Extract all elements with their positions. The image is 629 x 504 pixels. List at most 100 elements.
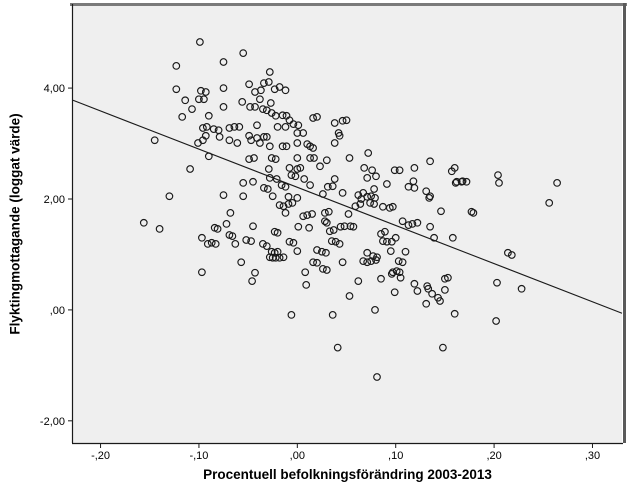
scatter-point <box>390 288 399 297</box>
scatter-point <box>331 237 340 246</box>
scatter-point <box>327 237 336 245</box>
scatter-point <box>271 253 280 262</box>
scatter-point <box>372 172 380 181</box>
scatter-point <box>335 131 344 140</box>
scatter-point <box>155 225 164 233</box>
scatter-point <box>272 175 281 183</box>
scatter-point <box>253 121 261 130</box>
scatter-point <box>377 230 385 238</box>
scatter-point <box>264 165 273 173</box>
scatter-point <box>293 247 302 255</box>
scatter-point <box>321 209 329 217</box>
y-axis-title: Flyktingmottagande (loggat värde) <box>7 113 23 335</box>
scatter-point <box>281 182 290 191</box>
scatter-point <box>436 297 444 305</box>
scatter-point <box>245 155 253 163</box>
scatter-point <box>257 86 265 95</box>
scatter-point <box>306 181 314 189</box>
scatter-point <box>344 210 353 218</box>
scatter-point <box>366 199 374 207</box>
scatter-point <box>452 177 461 186</box>
regression-line <box>72 99 623 314</box>
scatter-point <box>256 139 264 147</box>
y-tick-label: 2,00 <box>44 194 65 206</box>
scatter-point <box>200 95 208 104</box>
scatter-point <box>198 233 206 242</box>
scatter-point <box>275 253 284 262</box>
scatter-point <box>219 103 228 111</box>
scatter-point <box>279 253 288 262</box>
scatter-point <box>273 228 282 237</box>
scatter-point <box>321 217 329 226</box>
x-tick-label: -,10 <box>189 450 208 462</box>
scatter-point <box>345 292 354 300</box>
scatter-point <box>354 277 363 285</box>
scatter-point <box>287 311 296 319</box>
scatter-point <box>398 258 407 267</box>
scatter-point <box>379 237 387 245</box>
scatter-point <box>408 220 417 228</box>
scatter-point <box>233 139 242 147</box>
scatter-point <box>363 248 372 257</box>
scatter-point <box>267 154 276 162</box>
scatter-point <box>426 222 434 231</box>
scatter-point <box>457 177 466 186</box>
scatter-point <box>364 149 373 157</box>
scatter-point <box>372 256 380 264</box>
scatter-point <box>266 99 275 107</box>
scatter-point <box>395 268 404 277</box>
scatter-point <box>239 49 248 57</box>
scatter-point <box>299 129 308 137</box>
scatter-point <box>195 95 203 104</box>
scatter-point <box>469 209 478 217</box>
scatter-point <box>545 199 554 207</box>
scatter-point <box>507 251 516 259</box>
scatter-point <box>186 165 194 173</box>
scatter-point <box>363 258 372 267</box>
scatter-point <box>492 317 500 325</box>
scatter-point <box>172 62 181 70</box>
scatter-point <box>310 154 318 162</box>
scatter-point <box>504 248 512 257</box>
scatter-point <box>410 279 419 288</box>
scatter-point <box>285 116 294 125</box>
scatter-point <box>363 192 372 201</box>
x-tick-label: ,30 <box>585 450 600 462</box>
scatter-point <box>306 154 314 162</box>
scatter-point <box>271 155 280 163</box>
scatter-point <box>268 192 277 201</box>
scatter-point <box>197 86 205 95</box>
scatter-point <box>318 247 326 256</box>
scatter-point <box>231 240 240 248</box>
scatter-point <box>333 343 342 352</box>
scatter-point <box>251 103 259 111</box>
scatter-point <box>309 144 317 152</box>
scatter-point <box>387 237 396 246</box>
scatter-point <box>281 86 290 95</box>
y-tick-label: -2,00 <box>40 416 65 428</box>
scatter-point <box>262 133 271 141</box>
scatter-point <box>226 209 235 217</box>
scatter-point <box>198 268 206 277</box>
scatter-point <box>294 222 303 231</box>
scatter-point <box>367 257 375 265</box>
scatter-point <box>391 233 400 242</box>
scatter-point <box>345 154 354 162</box>
scatter-point <box>172 85 181 94</box>
scatter-point <box>256 95 264 104</box>
scatter-point <box>322 156 331 165</box>
scatter-point <box>225 136 234 145</box>
scatter-point <box>322 218 331 227</box>
scatter-point <box>285 237 294 246</box>
scatter-point <box>246 103 254 111</box>
scatter-point <box>413 287 422 295</box>
scatter-point <box>289 120 298 128</box>
scatter-point <box>335 240 344 248</box>
scatter-point <box>342 116 351 125</box>
scatter-point <box>401 247 410 256</box>
scatter-point <box>265 68 274 76</box>
scatter-point <box>265 142 274 151</box>
scatter-point <box>288 199 297 207</box>
scatter-point <box>279 202 288 211</box>
